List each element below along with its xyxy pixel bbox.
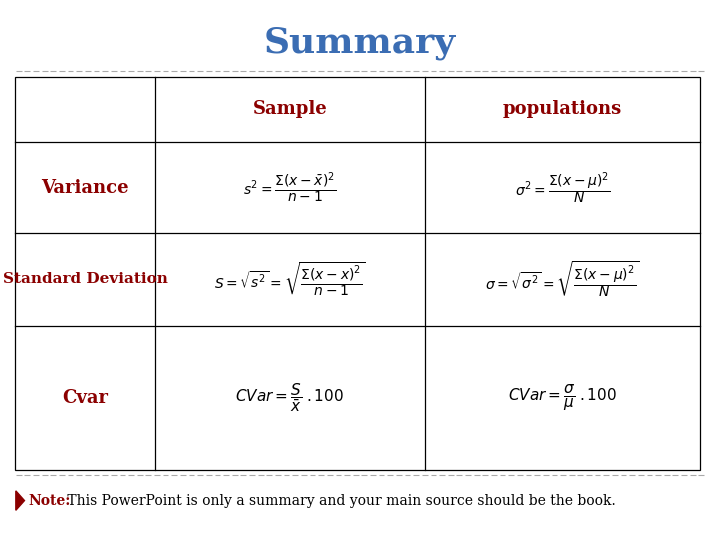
Text: Cvar: Cvar (62, 389, 108, 407)
Text: $\sigma^{2} = \dfrac{\Sigma(x-\mu)^{2}}{N}$: $\sigma^{2} = \dfrac{\Sigma(x-\mu)^{2}}{… (515, 170, 610, 206)
Text: $\mathit{CVar} = \dfrac{\sigma}{\mu}\;.100$: $\mathit{CVar} = \dfrac{\sigma}{\mu}\;.1… (508, 383, 617, 413)
Text: Variance: Variance (41, 179, 129, 197)
Text: $\sigma = \sqrt{\sigma^{2}} = \sqrt{\dfrac{\Sigma(x-\mu)^{2}}{N}}$: $\sigma = \sqrt{\sigma^{2}} = \sqrt{\dfr… (485, 260, 639, 299)
Text: $S = \sqrt{s^{2}} = \sqrt{\dfrac{\Sigma(x-x)^{2}}{n-1}}$: $S = \sqrt{s^{2}} = \sqrt{\dfrac{\Sigma(… (214, 261, 366, 298)
Text: Note:: Note: (29, 494, 71, 508)
Text: Sample: Sample (253, 100, 327, 118)
Text: This PowerPoint is only a summary and your main source should be the book.: This PowerPoint is only a summary and yo… (63, 494, 616, 508)
Text: populations: populations (503, 100, 622, 118)
Text: $\mathit{CVar} = \dfrac{S}{\bar{x}}\;.100$: $\mathit{CVar} = \dfrac{S}{\bar{x}}\;.10… (235, 381, 344, 414)
Polygon shape (16, 491, 24, 510)
Text: Summary: Summary (264, 26, 456, 60)
Bar (15, 77, 700, 470)
Text: Standard Deviation: Standard Deviation (3, 273, 167, 286)
Text: $s^{2} = \dfrac{\Sigma(x-\bar{x})^{2}}{n-1}$: $s^{2} = \dfrac{\Sigma(x-\bar{x})^{2}}{n… (243, 170, 336, 205)
